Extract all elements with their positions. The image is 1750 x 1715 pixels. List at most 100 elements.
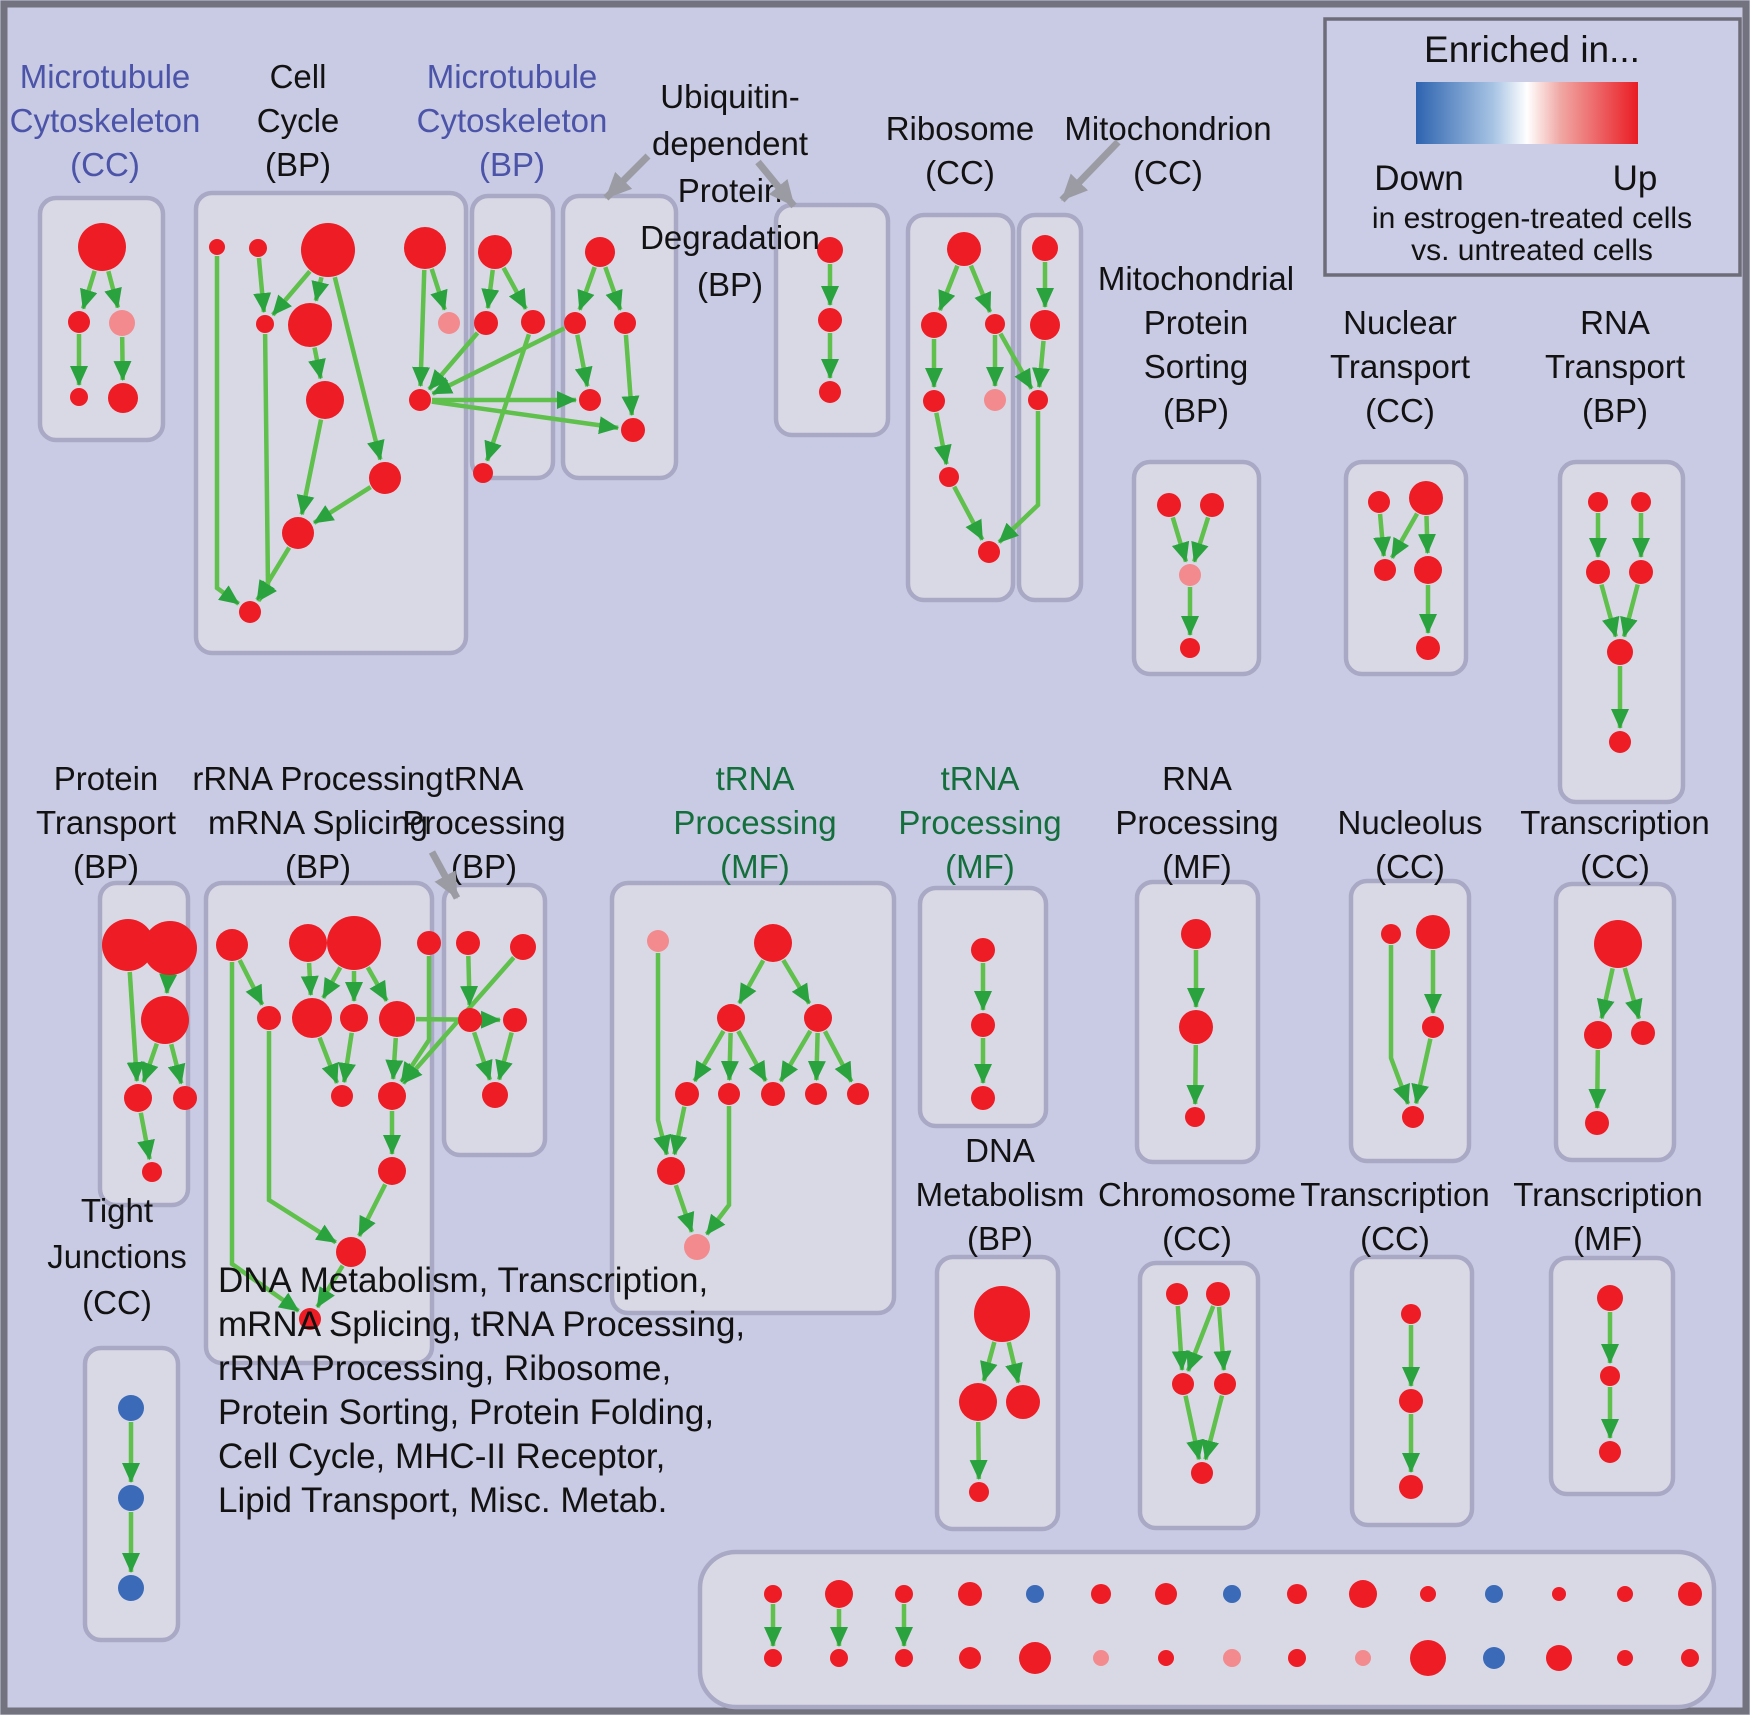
cluster-label-trna-processing-bp-line1: Processing [402, 804, 565, 841]
node-tb-a [456, 931, 480, 955]
node-tm-w [804, 1004, 832, 1032]
node-mt1 [1032, 235, 1058, 261]
edge-rr-k-rr-r [266, 1031, 338, 1245]
cluster-label-trna-processing-mf-large-line2: (MF) [720, 848, 790, 885]
node-rb5 [984, 389, 1006, 411]
node-bw-t6 [1155, 1583, 1177, 1605]
cluster-label-microtubule-cytoskeleton-cc-line2: (CC) [70, 146, 140, 183]
cluster-label-rna-transport-bp-line2: (BP) [1582, 392, 1648, 429]
callout-arrow-trna-bp [428, 850, 461, 900]
edge-nt2-nt4 [1418, 515, 1436, 555]
cluster-label-mitochondrion-cc-line1: (CC) [1133, 154, 1203, 191]
cluster-label-rna-processing-mf-line0: RNA [1162, 760, 1232, 797]
node-tm-x [675, 1082, 699, 1106]
node-nt5 [1416, 636, 1440, 660]
node-mb2 [474, 311, 498, 335]
cluster-label-transcription-cc-bottom-line0: Transcription [1300, 1176, 1490, 1213]
cluster-label-transcription-mf-line1: (MF) [1573, 1220, 1643, 1257]
node-pt5 [173, 1086, 197, 1110]
cluster-label-mitochondrial-protein-sorting-bp-line2: Sorting [1144, 348, 1249, 385]
node-ch1 [1166, 1283, 1188, 1305]
edge-tb-c-tb-e [471, 1031, 493, 1081]
cluster-label-trna-processing-mf-small-line2: (MF) [945, 848, 1015, 885]
node-ua5 [621, 418, 645, 442]
node-rr-h [289, 924, 327, 962]
node-cc-f [288, 303, 332, 347]
node-tf2 [1600, 1366, 1620, 1386]
edge-ch2-ch3 [1185, 1305, 1216, 1372]
node-ts1 [971, 938, 995, 962]
edge-ua1-ua2 [577, 266, 597, 311]
node-rr-l [292, 998, 332, 1038]
cluster-label-ubiquitin-degradation-bp-box1-line1: dependent [652, 125, 808, 162]
edge-tm-w-tm-ab [822, 1030, 854, 1083]
edge-tm-w-tm-z [778, 1029, 813, 1083]
edge-mcc1-mcc3 [104, 270, 122, 309]
edge-pt2-pt3 [159, 973, 178, 995]
edge-ch4-ch5 [1201, 1395, 1225, 1461]
node-rr-j [417, 931, 441, 955]
node-cc-b [249, 239, 267, 257]
node-bw-t1 [825, 1580, 853, 1608]
node-bw-t13 [1617, 1586, 1633, 1602]
node-tc4 [1585, 1111, 1609, 1135]
node-bw-b13 [1617, 1650, 1633, 1666]
cluster-label-ubiquitin-degradation-bp-box1-line4: (BP) [697, 266, 763, 303]
node-ub2 [818, 308, 842, 332]
node-ms3 [1179, 564, 1201, 586]
cluster-label-ribosome-cc-line0: Ribosome [886, 110, 1035, 147]
edge-mcc3-mcc5 [113, 336, 132, 382]
node-nt4 [1414, 556, 1442, 584]
cluster-label-microtubule-cytoskeleton-bp-line1: Cytoskeleton [417, 102, 608, 139]
node-ms2 [1200, 493, 1224, 517]
node-rb1 [947, 232, 981, 266]
edge-mb1-mb2 [481, 269, 500, 310]
node-nt1 [1368, 491, 1390, 513]
callout-arrow-ubiquitin-left [603, 153, 651, 201]
node-bw-t10 [1420, 1586, 1436, 1602]
cluster-label-dna-metabolism-bp-line1: Metabolism [916, 1176, 1085, 1213]
cluster-label-microtubule-cytoskeleton-cc-line0: Microtubule [20, 58, 191, 95]
node-t32 [1399, 1389, 1423, 1413]
cluster-label-rna-transport-bp-line0: RNA [1580, 304, 1650, 341]
node-nu3 [1422, 1016, 1444, 1038]
node-bw-t9 [1349, 1580, 1377, 1608]
node-tm-t [647, 930, 669, 952]
cluster-label-trna-processing-mf-small-line1: Processing [898, 804, 1061, 841]
edge-rb6-rb7 [952, 485, 985, 541]
edge-cc-i-ua5 [431, 399, 620, 435]
node-dm4 [969, 1482, 989, 1502]
node-bw-b2 [895, 1649, 913, 1667]
node-rb2 [921, 312, 947, 338]
legend-title: Enriched in... [1424, 29, 1640, 70]
node-bw-b1 [830, 1649, 848, 1667]
edge-cc-d-cc-g [429, 268, 448, 311]
cluster-label-trna-processing-bp-line2: (BP) [451, 848, 517, 885]
cluster-label-mitochondrial-protein-sorting-bp-line0: Mitochondrial [1098, 260, 1294, 297]
edge-rb1-rb2 [937, 264, 960, 312]
node-tm-ab [847, 1083, 869, 1105]
node-bw-b12 [1546, 1645, 1572, 1671]
node-rr-m [340, 1004, 368, 1032]
node-rt4 [1629, 560, 1653, 584]
node-nu2 [1416, 915, 1450, 949]
node-bw-b11 [1483, 1647, 1505, 1669]
node-t33 [1399, 1475, 1423, 1499]
node-cc-i [409, 389, 431, 411]
node-rt6 [1609, 731, 1631, 753]
cluster-label-rrna-processing-mrna-splicing-bp-line1: mRNA Splicing [208, 804, 428, 841]
cluster-label-nuclear-transport-cc-line0: Nuclear [1343, 304, 1457, 341]
node-tb-c [458, 1008, 482, 1032]
edge-cc-j-cc-k [312, 485, 372, 525]
node-ua4 [579, 389, 601, 411]
cluster-label-transcription-cc-bottom-line1: (CC) [1360, 1220, 1430, 1257]
legend: Enriched in... Down Up in estrogen-treat… [1323, 17, 1742, 277]
node-bw-b5 [1093, 1650, 1109, 1666]
cluster-label-tight-junctions-cc-line0: Tight [81, 1192, 153, 1229]
cluster-label-dna-metabolism-bp-line2: (BP) [967, 1220, 1033, 1257]
node-tf3 [1599, 1441, 1621, 1463]
node-nt3 [1374, 559, 1396, 581]
node-tb-b [510, 934, 536, 960]
edge-tb-a-tb-c [460, 955, 479, 1007]
node-bw-b10 [1410, 1640, 1446, 1676]
